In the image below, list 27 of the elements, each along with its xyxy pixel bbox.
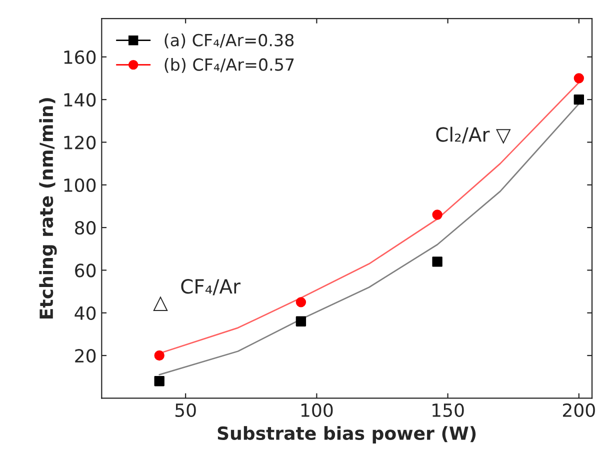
x-tick-label: 50 <box>175 403 196 418</box>
point <box>432 256 442 267</box>
x-tick-label: 150 <box>432 403 464 418</box>
annotation: Cl₂/Ar ▽ <box>436 126 511 144</box>
x-axis-title: Substrate bias power (W) <box>218 426 476 444</box>
y-tick-label: 160 <box>64 50 96 64</box>
legend-label: (b) CF₄/Ar=0.57 <box>164 58 294 73</box>
y-tick-label: 80 <box>75 221 96 235</box>
legend-label: (a) CF₄/Ar=0.38 <box>164 34 294 48</box>
y-tick-label: 20 <box>75 348 96 363</box>
point <box>154 350 164 361</box>
x-tick-label: 200 <box>563 403 595 418</box>
point <box>574 73 584 84</box>
point <box>574 94 584 105</box>
y-tick-label: 140 <box>64 93 96 107</box>
point <box>154 376 164 386</box>
y-tick-label: 40 <box>74 306 96 320</box>
point <box>296 316 306 326</box>
y-tick-label: 100 <box>64 178 96 192</box>
point <box>432 210 442 220</box>
x-tick-label: 100 <box>301 403 333 418</box>
annotation: CF₄/Ar <box>181 279 241 296</box>
annotation: △ <box>153 296 168 312</box>
y-tick-label: 120 <box>64 136 96 150</box>
y-axis-title: Etching rate (nm/min) <box>39 98 57 319</box>
y-tick-label: 60 <box>75 264 96 278</box>
point <box>296 297 306 308</box>
